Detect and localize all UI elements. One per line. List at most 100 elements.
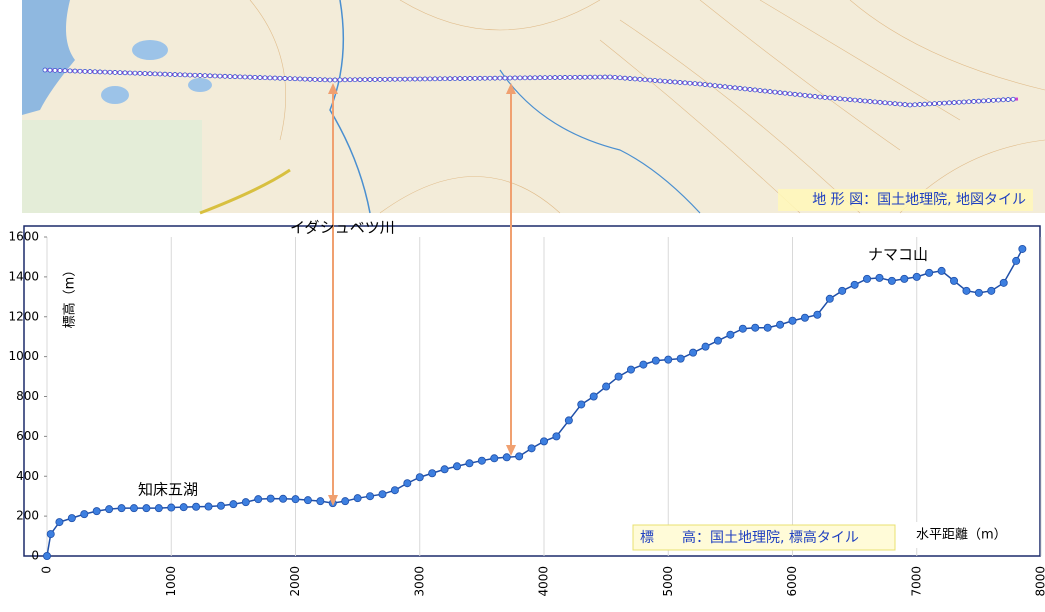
route-dot bbox=[528, 76, 532, 80]
profile-point bbox=[1013, 257, 1020, 264]
route-dot bbox=[508, 76, 512, 80]
route-dot bbox=[783, 91, 787, 95]
route-dot bbox=[328, 78, 332, 82]
route-dot bbox=[373, 78, 377, 82]
route-dot bbox=[608, 75, 612, 79]
profile-point bbox=[752, 324, 759, 331]
route-dot bbox=[43, 68, 47, 72]
route-dot bbox=[947, 101, 951, 105]
route-dot bbox=[688, 81, 692, 85]
route-dot bbox=[923, 102, 927, 106]
route-dot bbox=[248, 75, 252, 79]
route-dot bbox=[588, 75, 592, 79]
x-tick-label: 8000 bbox=[1034, 566, 1045, 597]
profile-point bbox=[503, 454, 510, 461]
profile-point bbox=[690, 349, 697, 356]
profile-point bbox=[366, 493, 373, 500]
profile-point bbox=[143, 505, 150, 512]
route-dot bbox=[103, 70, 107, 74]
route-dot bbox=[568, 75, 572, 79]
profile-point bbox=[665, 356, 672, 363]
profile-point bbox=[317, 498, 324, 505]
route-dot bbox=[478, 76, 482, 80]
route-dot bbox=[987, 99, 991, 103]
profile-point bbox=[491, 455, 498, 462]
route-dot bbox=[653, 79, 657, 83]
route-dot bbox=[848, 98, 852, 102]
route-dot bbox=[818, 95, 822, 99]
route-dot bbox=[448, 77, 452, 81]
profile-point bbox=[255, 496, 262, 503]
route-dot bbox=[996, 98, 1000, 102]
profile-point bbox=[56, 519, 63, 526]
profile-point bbox=[416, 474, 423, 481]
y-tick-label: 200 bbox=[16, 509, 39, 523]
x-tick-label: 5000 bbox=[661, 566, 675, 597]
profile-point bbox=[81, 511, 88, 518]
profile-point bbox=[863, 275, 870, 282]
route-dot bbox=[578, 75, 582, 79]
profile-point bbox=[988, 287, 995, 294]
profile-point bbox=[516, 453, 523, 460]
profile-point bbox=[789, 317, 796, 324]
profile-point bbox=[466, 460, 473, 467]
route-dot bbox=[1006, 98, 1010, 102]
x-tick-label: 0 bbox=[40, 566, 54, 574]
route-dot bbox=[1011, 97, 1015, 101]
x-axis-label: 水平距離（m） bbox=[916, 528, 1007, 543]
profile-point bbox=[478, 457, 485, 464]
route-dot bbox=[458, 77, 462, 81]
profile-point bbox=[714, 337, 721, 344]
profile-point bbox=[93, 508, 100, 515]
route-dot bbox=[323, 78, 327, 82]
route-dot bbox=[283, 76, 287, 80]
route-dot bbox=[598, 75, 602, 79]
profile-point bbox=[702, 343, 709, 350]
profile-point bbox=[627, 366, 634, 373]
profile-point bbox=[342, 498, 349, 505]
profile-point bbox=[1019, 245, 1026, 252]
route-dot bbox=[113, 70, 117, 74]
forest bbox=[22, 120, 202, 213]
route-dot bbox=[443, 77, 447, 81]
y-tick-label: 600 bbox=[16, 429, 39, 443]
route-dot bbox=[658, 79, 662, 83]
y-tick-label: 400 bbox=[16, 469, 39, 483]
route-dot bbox=[678, 80, 682, 84]
route-dot bbox=[808, 94, 812, 98]
y-tick-label: 800 bbox=[16, 389, 39, 403]
route-dot bbox=[763, 89, 767, 93]
profile-point bbox=[913, 273, 920, 280]
route-dot bbox=[218, 74, 222, 78]
route-dot bbox=[183, 73, 187, 77]
profile-point bbox=[975, 289, 982, 296]
route-dot bbox=[803, 93, 807, 97]
route-dot bbox=[833, 96, 837, 100]
route-dot bbox=[273, 76, 277, 80]
profile-point bbox=[963, 287, 970, 294]
route-dot bbox=[952, 101, 956, 105]
route-dot bbox=[178, 73, 182, 77]
profile-line bbox=[47, 249, 1022, 556]
profile-point bbox=[441, 466, 448, 473]
profile-point bbox=[354, 495, 361, 502]
route-dot bbox=[972, 99, 976, 103]
route-dot bbox=[723, 85, 727, 89]
route-dot bbox=[643, 78, 647, 82]
route-dot bbox=[228, 74, 232, 78]
profile-point bbox=[901, 275, 908, 282]
route-dot bbox=[898, 102, 902, 106]
route-dot bbox=[991, 98, 995, 102]
profile-point bbox=[652, 357, 659, 364]
profile-point bbox=[379, 491, 386, 498]
route-dot bbox=[888, 101, 892, 105]
route-dot bbox=[673, 80, 677, 84]
profile-point bbox=[43, 552, 50, 559]
profile-point bbox=[205, 503, 212, 510]
profile-point bbox=[47, 530, 54, 537]
route-dot bbox=[428, 77, 432, 81]
route-dot bbox=[982, 99, 986, 103]
route-dot bbox=[828, 96, 832, 100]
route-dot bbox=[453, 77, 457, 81]
route-dot bbox=[198, 73, 202, 77]
